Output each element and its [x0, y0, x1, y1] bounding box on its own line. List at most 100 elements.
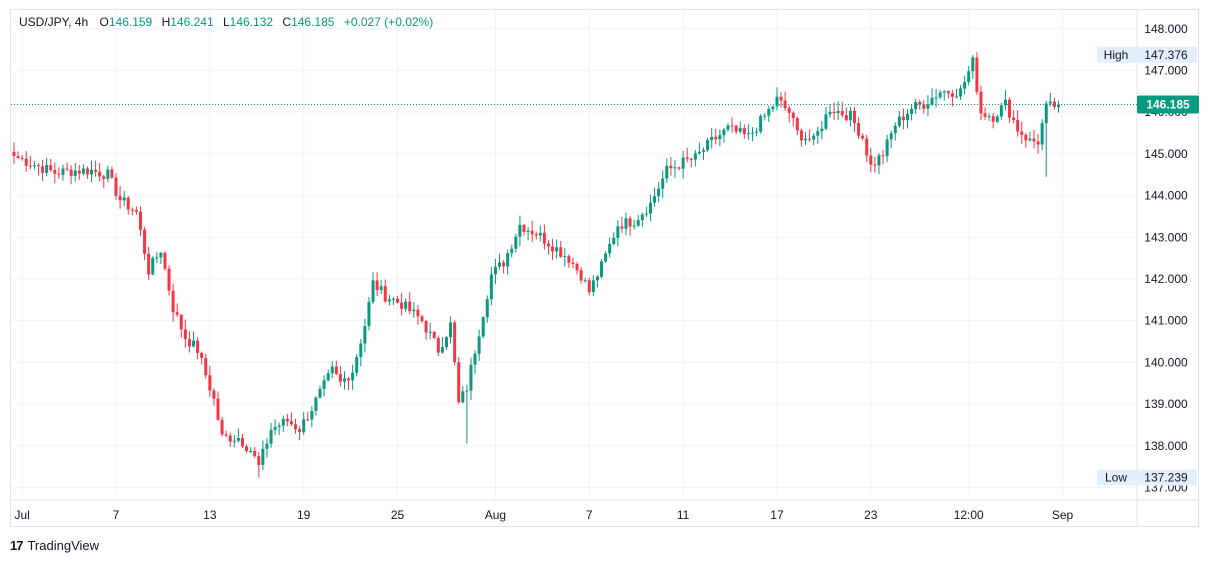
candle-body — [322, 380, 326, 390]
candle-body — [212, 390, 216, 399]
candle-body — [36, 165, 40, 167]
candle — [1020, 121, 1024, 145]
candle-body — [469, 364, 473, 391]
candle-body — [710, 136, 714, 141]
candle — [514, 233, 518, 253]
candle-body — [861, 135, 865, 139]
candle — [285, 414, 289, 427]
candle — [69, 165, 73, 185]
y-tick-label: 148.000 — [1144, 22, 1188, 36]
candle-body — [873, 164, 877, 166]
candle — [942, 90, 946, 101]
candle-body — [771, 106, 775, 110]
candle — [538, 225, 542, 242]
symbol-title[interactable]: USD/JPY, 4h — [19, 15, 89, 29]
candle-body — [595, 276, 599, 281]
candle-body — [567, 256, 571, 263]
candle-body — [538, 232, 542, 236]
candle — [432, 330, 436, 339]
candle — [575, 261, 579, 275]
candle-body — [534, 234, 538, 236]
candle — [118, 186, 122, 209]
candle-body — [1012, 117, 1016, 121]
candle — [363, 318, 367, 353]
candle-body — [681, 157, 685, 169]
candle-body — [999, 105, 1003, 117]
open-label: O — [99, 15, 109, 29]
time-axis[interactable]: Jul 7 13 19 25 Aug 7 11 17 23 12:00 Sep — [11, 499, 1198, 522]
candle — [449, 316, 453, 344]
candle-body — [812, 135, 816, 140]
candle-body — [375, 280, 379, 291]
candle — [563, 248, 567, 267]
candle — [832, 102, 836, 120]
candle-body — [763, 115, 767, 117]
candle-body — [746, 133, 750, 135]
candle-body — [673, 167, 677, 169]
y-tick-label: 142.000 — [1144, 272, 1188, 286]
candle — [257, 451, 261, 478]
candle — [436, 335, 440, 357]
candle-body — [126, 197, 130, 210]
candle — [816, 126, 820, 144]
candle — [665, 158, 669, 183]
candle-body — [90, 169, 94, 175]
candle — [387, 294, 391, 306]
candle — [147, 246, 151, 280]
candle-body — [277, 425, 281, 428]
candle-body — [134, 210, 138, 212]
candle-body — [228, 435, 232, 442]
candle — [763, 113, 767, 121]
candle-body — [946, 91, 950, 94]
candle-body — [930, 97, 934, 105]
candle — [791, 111, 795, 127]
candle-body — [383, 286, 387, 302]
candle — [1016, 110, 1020, 137]
y-tick-label: 147.000 — [1144, 63, 1188, 77]
candle-body — [644, 213, 648, 215]
candle-body — [200, 352, 204, 358]
candle-body — [697, 151, 701, 154]
candle — [530, 220, 534, 242]
candle — [738, 121, 742, 134]
candle-body — [45, 165, 49, 173]
candle-body — [522, 224, 526, 232]
candle — [277, 422, 281, 436]
candle-body — [473, 353, 477, 365]
candle-body — [975, 57, 979, 92]
tradingview-brand[interactable]: 17 TradingView — [10, 538, 99, 553]
candle-body — [1056, 104, 1060, 108]
candle-body — [351, 372, 355, 381]
candle-body — [706, 140, 710, 151]
low-marker-bg — [1097, 469, 1197, 486]
candle — [1008, 97, 1012, 123]
candle-body — [959, 88, 963, 97]
candle-body — [702, 150, 706, 152]
high-label: H — [161, 15, 171, 29]
low-value: 146.132 — [229, 15, 274, 29]
candle — [963, 75, 967, 95]
price-axis[interactable]: 148.000147.000146.000145.000144.000143.0… — [1136, 10, 1188, 526]
candle-body — [249, 450, 253, 452]
candle — [926, 95, 930, 117]
high-marker-bg — [1097, 46, 1197, 63]
candle-body — [16, 155, 20, 158]
candle-body — [893, 125, 897, 134]
candle — [77, 164, 81, 181]
last-price-tag — [1137, 95, 1199, 114]
candle — [938, 89, 942, 100]
candle-body — [102, 176, 106, 179]
candle-body — [514, 236, 518, 249]
candle-body — [555, 247, 559, 252]
candle — [306, 411, 310, 422]
candle-body — [775, 96, 779, 107]
candle — [608, 237, 612, 258]
candle-body — [449, 322, 453, 338]
candle-body — [1008, 99, 1012, 118]
candle-body — [648, 202, 652, 214]
candle — [20, 155, 24, 161]
candle-body — [77, 170, 81, 174]
x-tick-label: 12:00 — [954, 508, 984, 522]
candle — [669, 156, 673, 176]
